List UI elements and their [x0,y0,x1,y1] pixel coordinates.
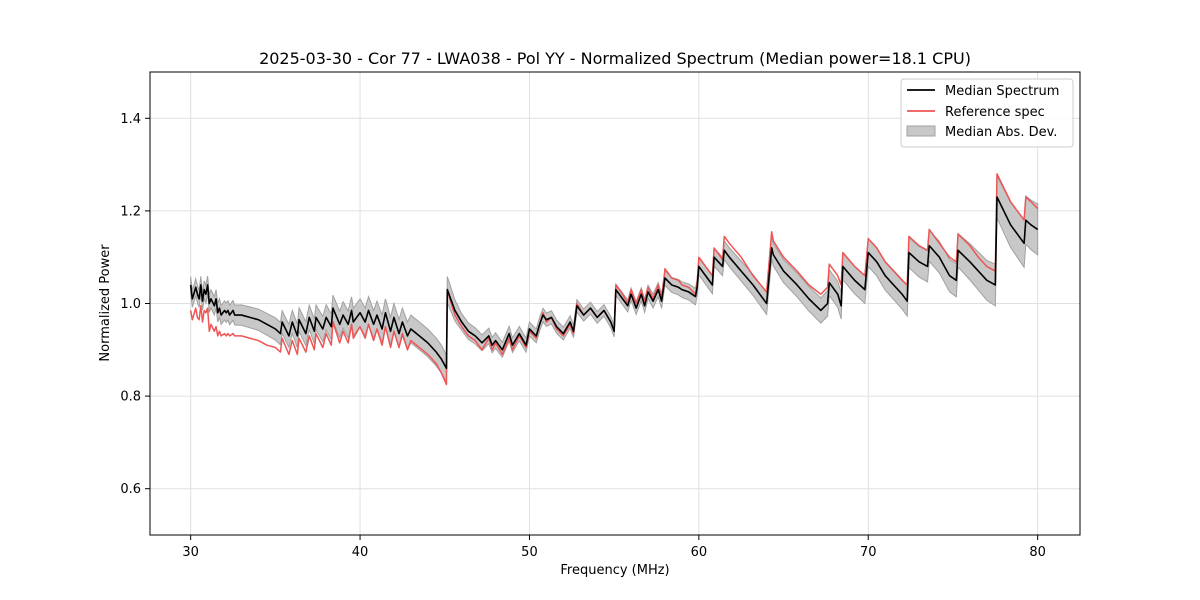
legend-median-label: Median Spectrum [945,84,1059,99]
x-tick-label: 80 [1029,545,1046,560]
x-tick-label: 40 [352,545,369,560]
chart-title: 2025-03-30 - Cor 77 - LWA038 - Pol YY - … [259,49,971,68]
x-axis-label: Frequency (MHz) [560,563,669,578]
median-spectrum-line [189,196,1039,370]
x-tick-label: 60 [691,545,708,560]
legend-reference-label: Reference spec [945,105,1045,120]
legend: Median Spectrum Reference spec Median Ab… [900,78,1074,148]
x-axis: 30 40 50 60 70 80 [182,535,1046,560]
legend-box [900,78,1074,148]
y-axis: 0.6 0.8 1.0 1.2 1.4 [120,112,150,497]
x-tick-label: 50 [521,545,538,560]
y-axis-label: Normalized Power [98,244,113,362]
legend-mad-label: Median Abs. Dev. [945,125,1057,140]
legend-mad-swatch [906,125,936,137]
y-tick-label: 1.4 [120,112,141,127]
x-tick-label: 30 [182,545,199,560]
y-tick-label: 0.6 [120,482,141,497]
y-tick-label: 0.8 [120,390,141,405]
y-tick-label: 1.2 [120,204,141,219]
x-tick-label: 70 [860,545,877,560]
y-tick-label: 1.0 [120,297,141,312]
plot-area [189,173,1039,386]
